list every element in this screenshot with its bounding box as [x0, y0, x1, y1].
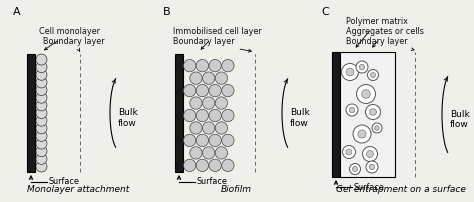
Text: Surface: Surface	[197, 178, 228, 186]
Text: Immobilised cell layer: Immobilised cell layer	[173, 27, 262, 49]
Circle shape	[356, 61, 368, 73]
Circle shape	[36, 146, 47, 157]
Circle shape	[190, 122, 202, 134]
Text: Bulk
flow: Bulk flow	[118, 108, 138, 128]
Text: Monolayer attachment: Monolayer attachment	[27, 185, 129, 194]
Text: Gel entrapment on a surface: Gel entrapment on a surface	[336, 185, 466, 194]
Circle shape	[183, 159, 196, 171]
Bar	[175, 54, 183, 172]
Bar	[27, 54, 35, 172]
Circle shape	[346, 149, 352, 155]
Circle shape	[222, 159, 234, 171]
Circle shape	[341, 63, 358, 81]
Circle shape	[36, 92, 47, 103]
Text: Aggregates or cells: Aggregates or cells	[346, 27, 424, 47]
Circle shape	[346, 68, 354, 76]
Circle shape	[190, 97, 202, 109]
Circle shape	[375, 126, 379, 130]
Text: B: B	[163, 7, 171, 17]
Circle shape	[349, 107, 355, 113]
Circle shape	[359, 64, 365, 70]
Circle shape	[222, 109, 234, 122]
Circle shape	[36, 85, 47, 96]
Circle shape	[183, 109, 196, 122]
Circle shape	[371, 73, 375, 78]
Circle shape	[36, 77, 47, 88]
Circle shape	[209, 84, 221, 97]
Circle shape	[367, 69, 379, 81]
Circle shape	[356, 84, 375, 103]
Circle shape	[196, 60, 209, 72]
Circle shape	[183, 84, 196, 97]
Circle shape	[190, 147, 202, 159]
Circle shape	[196, 134, 209, 147]
Bar	[340, 52, 395, 177]
Text: Polymer matrix: Polymer matrix	[346, 18, 408, 47]
Text: Surface: Surface	[49, 178, 80, 186]
Circle shape	[353, 125, 371, 143]
Text: A: A	[13, 7, 21, 17]
Text: Cell monolayer: Cell monolayer	[39, 27, 100, 50]
Circle shape	[202, 122, 215, 134]
Circle shape	[209, 60, 221, 72]
Circle shape	[196, 109, 209, 122]
Circle shape	[215, 122, 228, 134]
Circle shape	[202, 97, 215, 109]
Text: Boundary layer: Boundary layer	[44, 38, 105, 52]
Circle shape	[36, 153, 47, 164]
Circle shape	[36, 130, 47, 141]
Circle shape	[365, 104, 381, 120]
Circle shape	[215, 72, 228, 84]
Bar	[332, 52, 340, 177]
Circle shape	[36, 107, 47, 119]
Circle shape	[362, 90, 370, 98]
Text: Surface: Surface	[354, 182, 385, 191]
Circle shape	[183, 134, 196, 147]
Circle shape	[366, 161, 378, 173]
Circle shape	[36, 161, 47, 172]
Circle shape	[222, 60, 234, 72]
Circle shape	[183, 60, 196, 72]
Circle shape	[36, 62, 47, 73]
Text: Boundary layer: Boundary layer	[346, 38, 414, 50]
Text: Bulk
flow: Bulk flow	[290, 108, 310, 128]
Circle shape	[369, 164, 375, 170]
Circle shape	[36, 100, 47, 111]
Circle shape	[353, 166, 357, 171]
Text: C: C	[321, 7, 329, 17]
Circle shape	[370, 109, 376, 115]
Circle shape	[372, 123, 382, 133]
Circle shape	[346, 104, 358, 116]
Circle shape	[202, 72, 215, 84]
Text: Biofilm: Biofilm	[221, 185, 252, 194]
Circle shape	[202, 147, 215, 159]
Circle shape	[215, 147, 228, 159]
Circle shape	[358, 130, 366, 138]
Circle shape	[209, 134, 221, 147]
Circle shape	[196, 159, 209, 171]
Circle shape	[363, 146, 377, 162]
Circle shape	[343, 145, 356, 159]
Circle shape	[209, 109, 221, 122]
Circle shape	[36, 123, 47, 134]
Text: Bulk
flow: Bulk flow	[450, 110, 470, 129]
Circle shape	[209, 159, 221, 171]
Circle shape	[36, 54, 47, 65]
Circle shape	[196, 84, 209, 97]
Text: Boundary layer: Boundary layer	[173, 38, 251, 52]
Circle shape	[36, 69, 47, 80]
Circle shape	[215, 97, 228, 109]
Circle shape	[366, 151, 374, 157]
Circle shape	[222, 134, 234, 147]
Circle shape	[36, 138, 47, 149]
Circle shape	[36, 115, 47, 126]
Circle shape	[190, 72, 202, 84]
Circle shape	[349, 163, 361, 175]
Circle shape	[222, 84, 234, 97]
